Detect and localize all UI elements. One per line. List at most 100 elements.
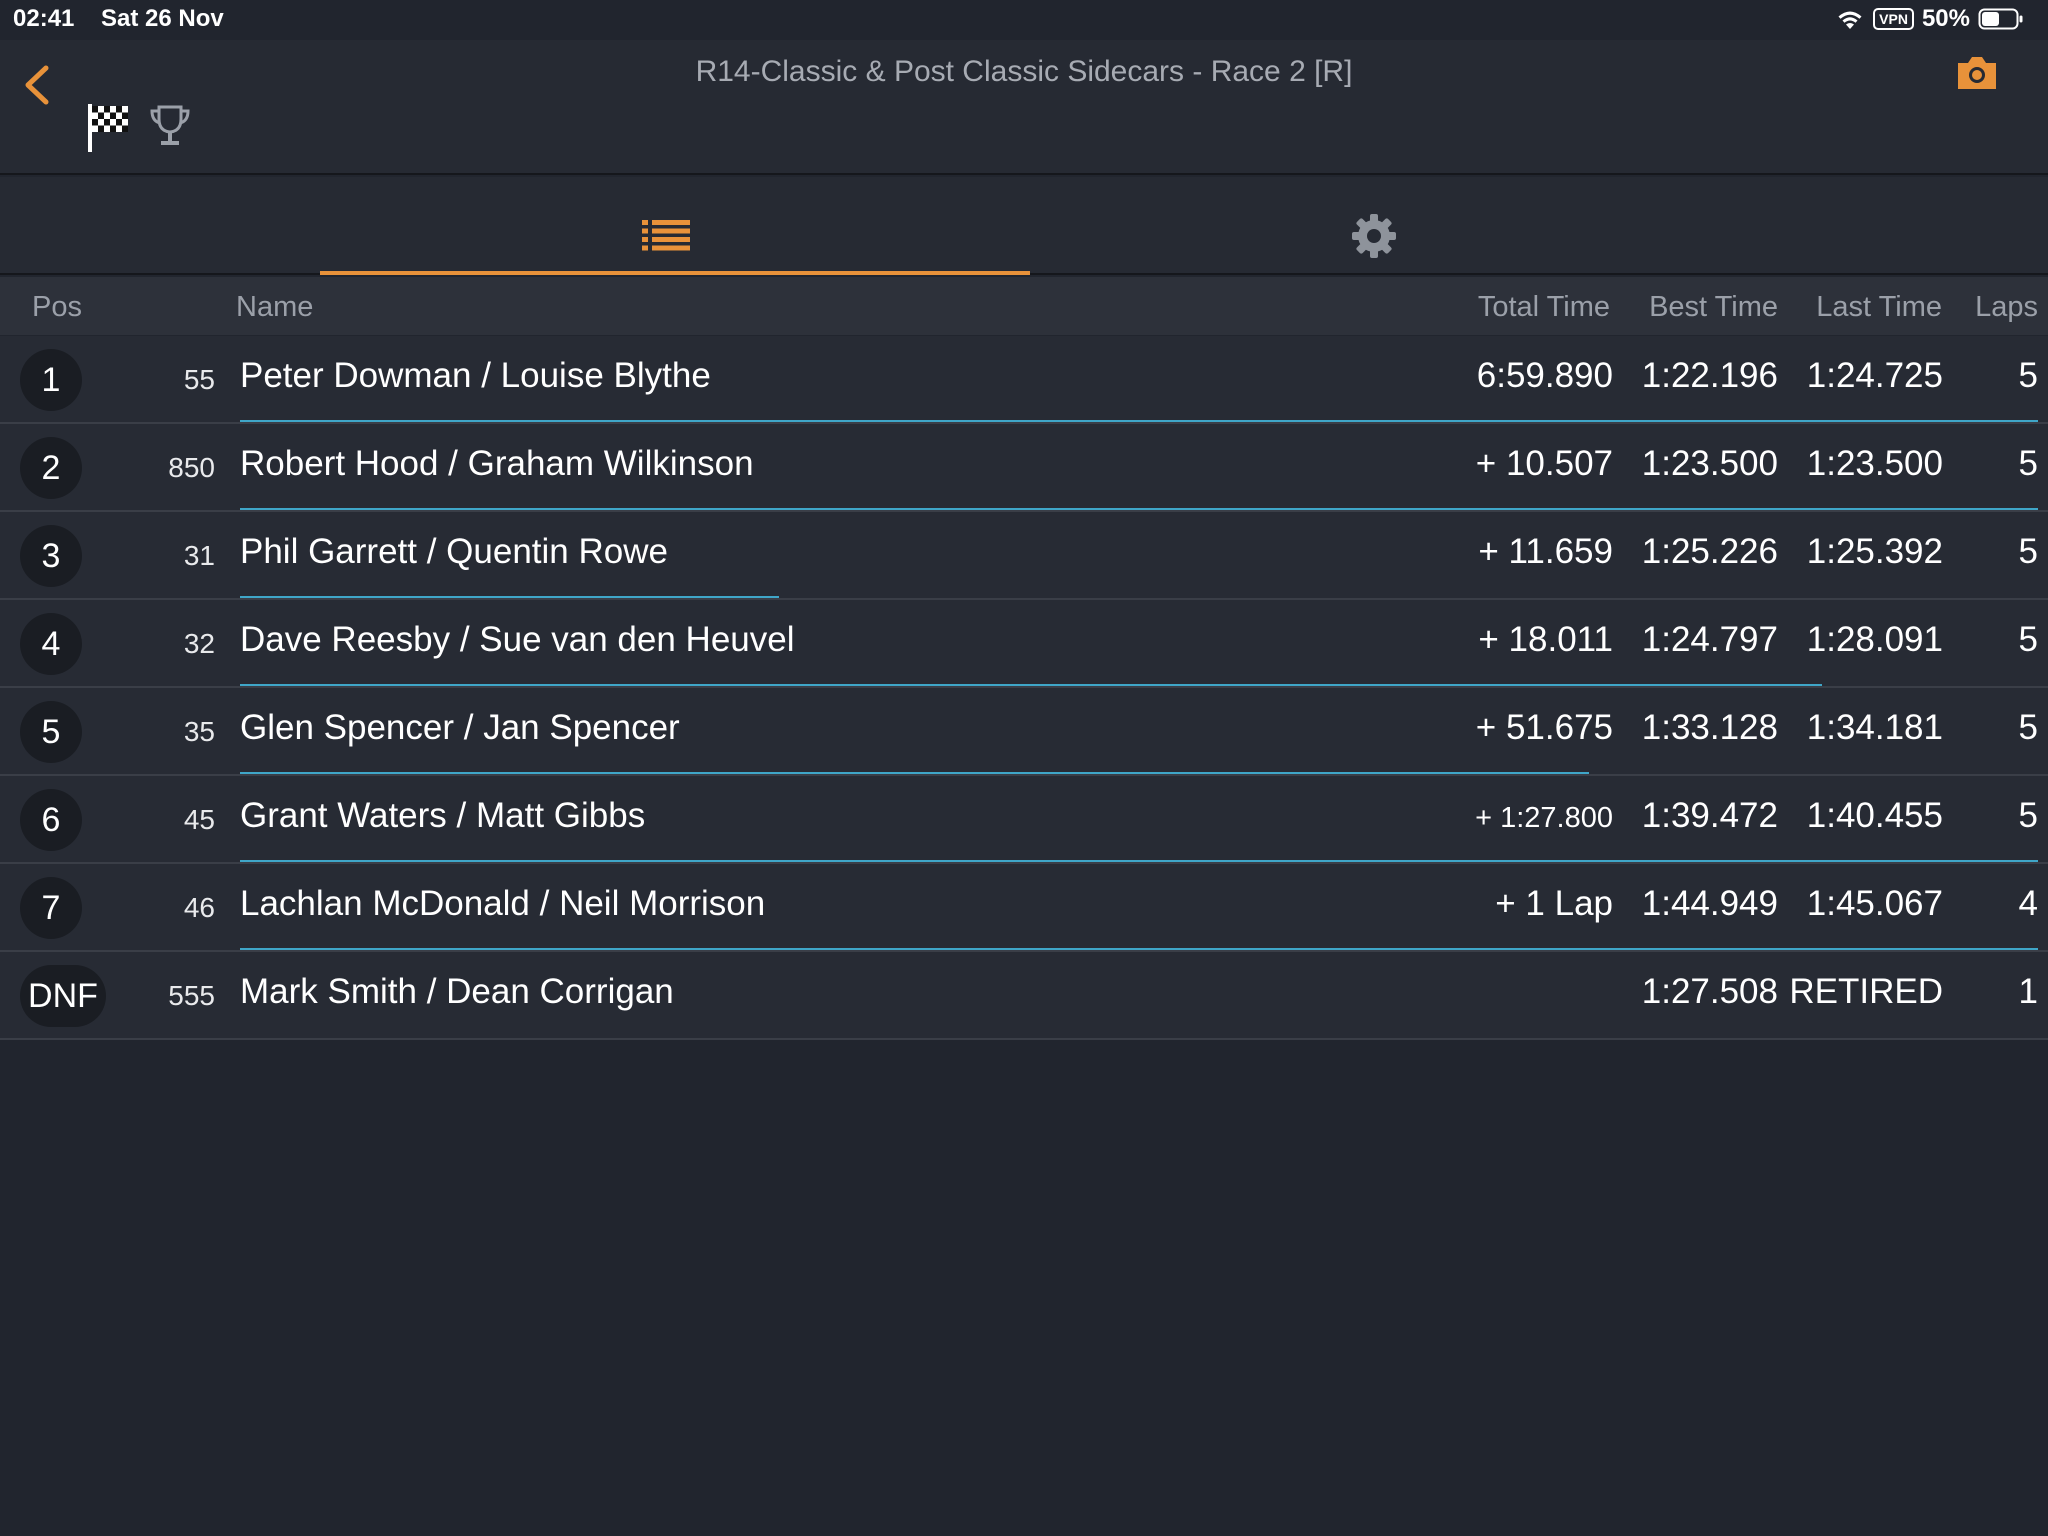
last-time: 1:24.725 [1806, 356, 1943, 395]
position-badge: 3 [20, 525, 82, 587]
progress-track [240, 948, 2038, 950]
laps-count: 5 [2018, 532, 2038, 571]
progress-fill [240, 948, 2038, 950]
driver-name: Grant Waters / Matt Gibbs [240, 796, 646, 835]
position-badge: 2 [20, 437, 82, 499]
progress-track [240, 772, 2038, 774]
driver-name: Lachlan McDonald / Neil Morrison [240, 884, 766, 923]
header-laps: Laps [1975, 291, 2038, 323]
checkered-flag-icon[interactable] [86, 102, 132, 154]
battery-icon [1978, 8, 2023, 30]
laps-count: 5 [2018, 796, 2038, 835]
table-header: Pos Name Total Time Best Time Last Time … [0, 277, 2048, 335]
best-time: 1:23.500 [1641, 444, 1778, 483]
laps-count: 5 [2018, 708, 2038, 747]
tab-bar [0, 177, 2048, 275]
laps-count: 5 [2018, 444, 2038, 483]
battery-percent: 50% [1921, 5, 1970, 32]
page-title: R14-Classic & Post Classic Sidecars - Ra… [695, 55, 1353, 88]
tab-settings[interactable] [1024, 177, 1734, 275]
table-row[interactable]: 1 55 Peter Dowman / Louise Blythe 6:59.8… [0, 336, 2048, 424]
table-row[interactable]: 6 45 Grant Waters / Matt Gibbs + 1:27.80… [0, 776, 2048, 864]
driver-name: Phil Garrett / Quentin Rowe [240, 532, 668, 571]
camera-icon[interactable] [1955, 54, 1999, 92]
race-number: 31 [183, 540, 215, 571]
best-time: 1:44.949 [1641, 884, 1778, 923]
best-time: 1:27.508 [1641, 972, 1778, 1011]
progress-track [240, 420, 2038, 422]
status-bar: 02:41 Sat 26 Nov VPN 50% [0, 0, 2048, 40]
best-time: 1:24.797 [1641, 620, 1778, 659]
progress-track [240, 1036, 2038, 1038]
last-time: 1:28.091 [1806, 620, 1943, 659]
last-time: 1:23.500 [1806, 444, 1943, 483]
progress-fill [240, 508, 2038, 510]
last-time: 1:40.455 [1806, 796, 1943, 835]
progress-track [240, 596, 2038, 598]
tab-results[interactable] [320, 177, 1030, 275]
laps-count: 4 [2018, 884, 2038, 923]
table-row[interactable]: 3 31 Phil Garrett / Quentin Rowe + 11.65… [0, 512, 2048, 600]
position-badge: 7 [20, 877, 82, 939]
nav-bar: R14-Classic & Post Classic Sidecars - Ra… [0, 40, 2048, 175]
total-time: + 1:27.800 [1475, 802, 1613, 834]
progress-fill [240, 860, 2038, 862]
race-number: 45 [183, 804, 215, 835]
total-time: + 51.675 [1475, 708, 1613, 747]
progress-fill [240, 420, 2038, 422]
total-time: + 18.011 [1478, 620, 1613, 659]
total-time: + 11.659 [1478, 532, 1613, 571]
best-time: 1:33.128 [1641, 708, 1778, 747]
total-time: 6:59.890 [1476, 356, 1613, 395]
race-number: 46 [183, 892, 215, 923]
laps-count: 1 [2018, 972, 2038, 1011]
header-last-time: Last Time [1816, 291, 1942, 323]
driver-name: Mark Smith / Dean Corrigan [240, 972, 674, 1011]
status-indicators: VPN 50% [1835, 5, 2024, 33]
last-time: 1:25.392 [1806, 532, 1943, 571]
table-row[interactable]: 7 46 Lachlan McDonald / Neil Morrison + … [0, 864, 2048, 952]
header-best-time: Best Time [1649, 291, 1778, 323]
position-badge: 4 [20, 613, 82, 675]
best-time: 1:25.226 [1641, 532, 1778, 571]
progress-track [240, 860, 2038, 862]
driver-name: Dave Reesby / Sue van den Heuvel [240, 620, 795, 659]
table-row[interactable]: 4 32 Dave Reesby / Sue van den Heuvel + … [0, 600, 2048, 688]
race-number: 32 [183, 628, 215, 659]
chevron-left-icon[interactable] [18, 62, 58, 108]
laps-count: 5 [2018, 356, 2038, 395]
header-total-time: Total Time [1477, 291, 1610, 323]
total-time: + 10.507 [1475, 444, 1613, 483]
last-time: RETIRED [1789, 972, 1943, 1011]
race-number: 555 [168, 980, 215, 1011]
last-time: 1:45.067 [1806, 884, 1943, 923]
header-pos: Pos [32, 291, 82, 323]
status-date: Sat 26 Nov [101, 5, 224, 32]
position-badge: 5 [20, 701, 82, 763]
gear-icon [1352, 214, 1396, 258]
laps-count: 5 [2018, 620, 2038, 659]
table-row[interactable]: 2 850 Robert Hood / Graham Wilkinson + 1… [0, 424, 2048, 512]
list-icon [642, 220, 690, 251]
results-list: 1 55 Peter Dowman / Louise Blythe 6:59.8… [0, 336, 2048, 1040]
position-badge: DNF [20, 965, 106, 1027]
table-row[interactable]: DNF 555 Mark Smith / Dean Corrigan 1:27.… [0, 952, 2048, 1040]
driver-name: Robert Hood / Graham Wilkinson [240, 444, 754, 483]
table-row[interactable]: 5 35 Glen Spencer / Jan Spencer + 51.675… [0, 688, 2048, 776]
race-number: 35 [183, 716, 215, 747]
position-badge: 6 [20, 789, 82, 851]
progress-fill [240, 684, 1823, 686]
position-badge: 1 [20, 349, 82, 411]
progress-fill [240, 596, 780, 598]
best-time: 1:39.472 [1641, 796, 1778, 835]
race-number: 850 [168, 452, 215, 483]
wifi-icon [1838, 11, 1862, 29]
race-number: 55 [183, 364, 215, 395]
last-time: 1:34.181 [1806, 708, 1943, 747]
trophy-icon[interactable] [148, 103, 192, 149]
progress-track [240, 684, 2038, 686]
status-time: 02:41 [13, 5, 75, 32]
best-time: 1:22.196 [1641, 356, 1778, 395]
progress-fill [240, 772, 1589, 774]
driver-name: Glen Spencer / Jan Spencer [240, 708, 680, 747]
